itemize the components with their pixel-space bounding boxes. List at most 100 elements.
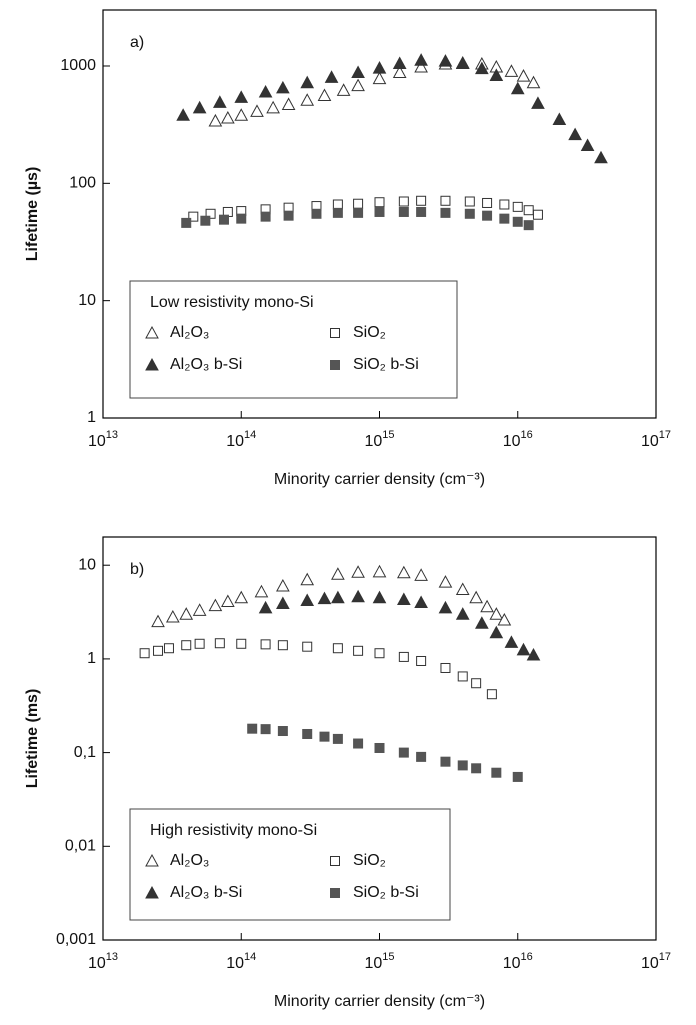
triangle-marker xyxy=(221,594,235,607)
triangle-marker xyxy=(455,56,470,69)
triangle-marker xyxy=(281,97,296,110)
legend-label: Al₂O₃ xyxy=(170,852,209,869)
triangle-marker xyxy=(568,127,582,141)
triangle-marker xyxy=(489,607,504,620)
triangle-marker xyxy=(331,590,345,604)
x-tick-label: 1013 xyxy=(88,429,118,450)
square-marker xyxy=(512,216,523,227)
square-marker xyxy=(416,655,427,666)
square-marker xyxy=(332,199,343,210)
legend-label: SiO₂ b-Si xyxy=(353,356,419,373)
x-tick-exponent: 15 xyxy=(382,951,394,963)
triangle-marker xyxy=(145,357,159,371)
square-marker xyxy=(471,763,482,774)
triangle-marker xyxy=(234,590,249,604)
x-tick-label: 1013 xyxy=(88,951,118,972)
triangle-marker xyxy=(397,565,411,579)
square-marker xyxy=(416,206,427,217)
square-marker xyxy=(330,328,340,338)
square-marker xyxy=(188,211,199,222)
triangle-marker xyxy=(504,64,519,77)
square-marker xyxy=(512,201,523,212)
square-marker xyxy=(532,209,543,220)
legend-label: Al₂O₃ xyxy=(170,324,209,341)
square-marker xyxy=(332,207,343,218)
square-marker xyxy=(491,767,502,778)
triangle-marker xyxy=(254,584,269,598)
triangle-marker xyxy=(469,590,483,604)
square-marker xyxy=(374,742,385,753)
square-marker xyxy=(523,220,534,231)
triangle-marker xyxy=(336,83,351,96)
square-marker xyxy=(374,197,385,208)
triangle-marker xyxy=(300,93,315,106)
triangle-marker xyxy=(372,61,387,74)
triangle-marker xyxy=(258,600,273,614)
triangle-marker xyxy=(208,113,223,127)
x-tick-label: 1017 xyxy=(641,951,671,972)
panel-label: a) xyxy=(130,34,144,51)
square-marker xyxy=(374,648,385,659)
x-tick-exponent: 13 xyxy=(106,951,118,963)
triangle-marker xyxy=(258,84,273,98)
x-tick-label: 1016 xyxy=(503,951,533,972)
triangle-marker xyxy=(489,68,504,81)
square-marker xyxy=(153,645,164,656)
square-marker xyxy=(260,724,271,735)
x-axis-label: Minority carrier density (cm⁻³) xyxy=(274,993,485,1010)
square-marker xyxy=(236,638,247,649)
square-marker xyxy=(457,760,468,771)
triangle-marker xyxy=(351,78,365,92)
triangle-marker xyxy=(300,593,315,607)
square-marker xyxy=(139,648,150,659)
triangle-marker xyxy=(192,603,207,616)
triangle-marker xyxy=(317,88,332,102)
square-marker xyxy=(163,643,174,654)
square-marker xyxy=(486,689,497,700)
y-tick-label: 0,001 xyxy=(56,931,96,948)
x-tick-exponent: 17 xyxy=(659,429,671,441)
legend-box xyxy=(129,808,451,921)
triangle-marker xyxy=(526,647,541,661)
square-marker xyxy=(332,643,343,654)
triangle-marker xyxy=(324,70,339,83)
x-axis-label: Minority carrier density (cm⁻³) xyxy=(274,471,485,488)
triangle-marker xyxy=(397,592,411,606)
square-marker xyxy=(512,771,523,782)
triangle-marker xyxy=(165,609,180,623)
panel-label: b) xyxy=(130,561,144,578)
triangle-marker xyxy=(516,69,531,82)
legend-label: SiO₂ xyxy=(353,852,386,869)
x-tick-base: 10 xyxy=(88,955,106,972)
x-tick-base: 10 xyxy=(88,433,106,450)
square-marker xyxy=(457,671,468,682)
x-tick-label: 1014 xyxy=(226,951,256,972)
square-marker xyxy=(218,214,229,225)
triangle-marker xyxy=(221,111,235,124)
x-tick-exponent: 16 xyxy=(521,951,533,963)
triangle-marker xyxy=(351,65,365,78)
square-marker xyxy=(464,208,475,219)
square-marker xyxy=(260,639,271,650)
triangle-marker xyxy=(455,582,470,596)
triangle-marker xyxy=(414,568,428,581)
square-marker xyxy=(277,640,288,651)
square-marker xyxy=(247,723,258,734)
x-tick-exponent: 14 xyxy=(244,429,256,441)
triangle-marker xyxy=(526,75,541,89)
x-tick-exponent: 14 xyxy=(244,951,256,963)
square-marker xyxy=(330,856,340,866)
triangle-marker xyxy=(475,616,489,629)
square-marker xyxy=(277,726,288,737)
y-tick-label: 1 xyxy=(87,409,96,426)
x-tick-exponent: 15 xyxy=(382,429,394,441)
y-tick-label: 100 xyxy=(69,175,96,192)
square-marker xyxy=(353,645,364,656)
square-marker xyxy=(499,213,510,224)
triangle-marker xyxy=(145,325,159,339)
x-tick-exponent: 13 xyxy=(106,429,118,441)
x-tick-label: 1016 xyxy=(503,429,533,450)
triangle-marker xyxy=(351,589,365,603)
triangle-marker xyxy=(516,642,531,656)
